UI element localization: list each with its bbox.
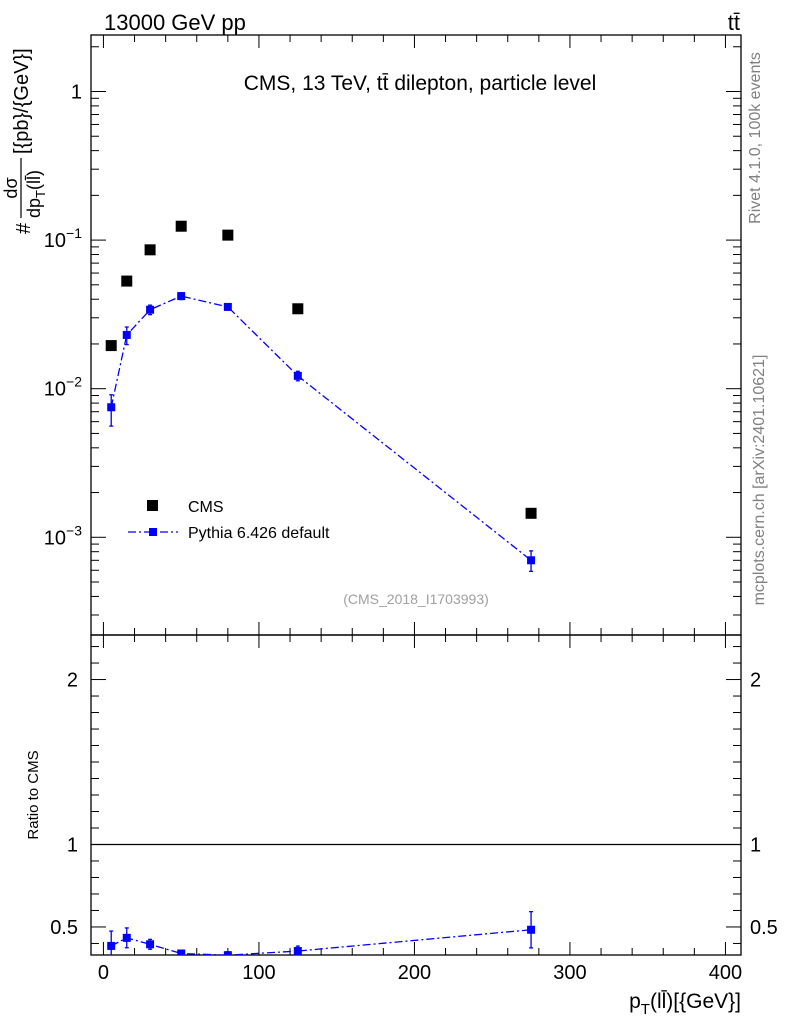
ratio-point [293,947,302,955]
cms-point [105,340,117,352]
main-y-tick-base: 10 [44,230,66,252]
y-label-den-arg: (ll̄) [24,170,44,190]
cms-point [292,303,304,315]
legend-marker-pythia [149,528,157,536]
ratio-panel-frame [90,634,742,956]
header-channel: tt̄ [728,10,740,35]
main-y-tick-label: 10−2 [44,374,82,401]
x-tick-label: 0 [98,962,109,984]
main-y-tick-exp: −2 [66,374,82,390]
cms-point [525,507,537,519]
cms-point [175,220,187,232]
ratio-point [146,940,155,949]
pythia-point [146,305,155,314]
ratio-point [107,941,116,950]
ratio-y-tick-label-left: 0.5 [50,917,78,939]
x-label-main: p [629,990,641,1013]
main-y-tick-label: 10−1 [44,225,82,252]
mcplots-credit: mcplots.cern.ch [arXiv:2401.10621] [751,355,768,606]
cms-point [144,244,156,256]
pythia-point [177,292,186,301]
main-y-tick-exp: −1 [66,225,82,241]
y-label-units: [{pb}/{GeV}] [11,48,33,154]
y-label-den-sub: T [33,190,48,198]
rivet-version: Rivet 4.1.0, 100k events [747,52,764,224]
x-tick-label: 100 [242,962,275,984]
header-process: 13000 GeV pp [104,10,246,35]
x-label-sub: T [641,1001,650,1018]
analysis-tag: (CMS_2018_I1703993) [343,591,489,607]
legend-label-cms: CMS [188,499,224,516]
ratio-point [527,925,536,934]
ratio-point [122,933,131,942]
legend-label-pythia: Pythia 6.426 default [188,525,330,542]
ratio-data [107,910,536,955]
cms-point [222,229,234,241]
pythia-point [122,330,131,339]
pythia-point [107,403,116,412]
y-axis-label: # dσ dpT(ll̄) [{pb}/{GeV}] [1,48,48,234]
main-y-tick-base: 10 [44,527,66,549]
y-label-denominator: dpT(ll̄) [24,170,48,218]
main-data [105,220,537,572]
x-tick-label: 300 [553,962,586,984]
pythia-point [527,556,536,565]
legend-marker-cms [147,500,158,511]
pythia-point [293,371,302,380]
y-label-den-main: dp [24,198,44,218]
main-y-tick-labels: 10−310−210−11 [44,81,82,549]
x-tick-label: 400 [709,962,742,984]
ratio-y-tick-label-right: 1 [750,834,761,856]
chart-title: CMS, 13 TeV, tt̄ dilepton, particle leve… [244,72,597,95]
x-axis-label: pT(ll̄)[{GeV}] [629,989,741,1018]
main-y-tick-label: 1 [71,81,82,103]
ratio-y-tick-label-right: 2 [750,670,761,692]
x-label-rest: (ll̄)[{GeV}] [650,989,741,1013]
main-panel-frame [90,34,742,636]
axis-ticks [91,35,741,955]
main-y-tick-base: 10 [44,379,66,401]
y-label-numerator: dσ [1,177,21,198]
ratio-y-tick-labels: 0.5 0.5 1 1 2 2 [50,670,778,939]
pythia-line [110,295,532,561]
ratio-y-tick-label-left: 2 [67,670,78,692]
ratio-y-tick-label-left: 1 [67,834,78,856]
cms-point [121,275,133,287]
main-y-tick-label: 10−3 [44,522,82,549]
pythia-point [223,302,232,311]
main-y-tick-exp: −3 [66,522,82,538]
ratio-y-label: Ratio to CMS [25,750,42,839]
ratio-point [223,951,232,955]
legend: CMS Pythia 6.426 default [128,499,330,542]
ratio-y-tick-label-right: 0.5 [750,917,778,939]
x-tick-labels: 0 100 200 300 400 [98,962,742,984]
x-tick-label: 200 [398,962,431,984]
y-label-hash: # [13,222,35,234]
ratio-point [177,949,186,955]
